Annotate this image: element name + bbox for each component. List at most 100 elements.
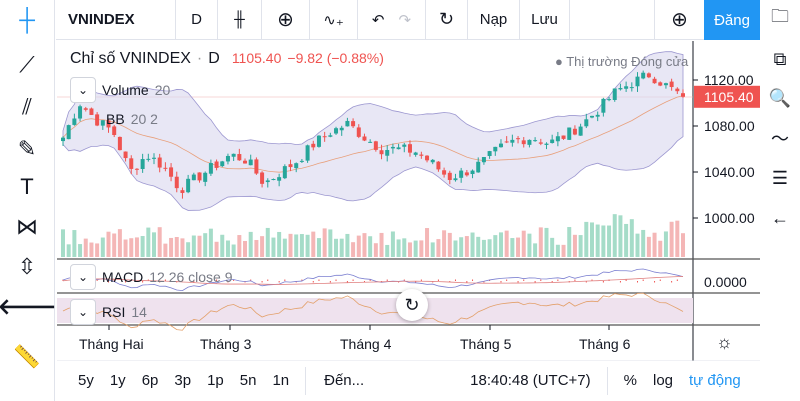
- candle-body: [493, 146, 498, 152]
- volume-bar: [578, 235, 583, 257]
- volume-bar: [624, 223, 629, 257]
- range-5y[interactable]: 5y: [78, 372, 94, 389]
- macd-indicator[interactable]: ⌄ MACD 12 26 close 9: [70, 264, 233, 290]
- candle-body: [561, 135, 566, 139]
- volume-indicator[interactable]: ⌄ Volume 20: [70, 77, 170, 103]
- crosshair-icon[interactable]: ┼: [19, 7, 35, 32]
- signup-button[interactable]: Đăng: [704, 0, 760, 40]
- macd-signal-line: [62, 276, 684, 285]
- candle-body: [328, 135, 333, 137]
- goto-date-button[interactable]: Đến...: [324, 372, 365, 389]
- candles-icon[interactable]: ╫: [218, 0, 262, 40]
- candle-body: [356, 127, 361, 137]
- candle-body: [419, 154, 424, 156]
- reset-chart-button[interactable]: ↻: [396, 289, 428, 321]
- candle-body: [470, 170, 475, 175]
- rsi-line: [62, 292, 684, 331]
- fib-icon[interactable]: ⫽: [22, 94, 32, 119]
- reset-icon[interactable]: ↻: [426, 0, 468, 40]
- candle-body: [146, 158, 151, 160]
- percent-toggle[interactable]: %: [623, 372, 637, 389]
- candle-body: [430, 159, 435, 163]
- volume-bar: [663, 231, 668, 257]
- list-icon[interactable]: ☰: [771, 167, 789, 188]
- clock[interactable]: 18:40:48 (UTC+7): [470, 372, 591, 389]
- candle-body: [152, 157, 157, 159]
- chevron-down-icon[interactable]: ⌄: [70, 77, 96, 103]
- range-1y[interactable]: 1y: [109, 372, 126, 389]
- settings-icon[interactable]: ☼: [716, 332, 733, 352]
- candle-body: [396, 147, 401, 150]
- volume-bar: [191, 235, 196, 257]
- volume-bar: [658, 240, 663, 257]
- volume-bar: [123, 239, 128, 257]
- volume-bar: [265, 227, 270, 257]
- candle-body: [589, 115, 594, 118]
- candle-body: [254, 159, 259, 174]
- volume-bar: [447, 232, 452, 257]
- auto-toggle[interactable]: tự động: [689, 372, 741, 389]
- redo-icon[interactable]: ↷: [398, 11, 412, 29]
- bb-indicator[interactable]: BB 20 2: [106, 111, 158, 127]
- rsi-indicator[interactable]: ⌄ RSI 14: [70, 299, 147, 325]
- candle-body: [117, 136, 122, 151]
- volume-bar: [390, 231, 395, 257]
- pattern-icon[interactable]: ⋈: [16, 214, 38, 239]
- candle-body: [316, 135, 321, 147]
- back-arrow-icon[interactable]: 🡐: [0, 294, 57, 319]
- candle-body: [339, 127, 344, 131]
- search-icon[interactable]: 🔍: [768, 87, 792, 108]
- brush-icon[interactable]: ✎: [17, 136, 37, 161]
- pulse-icon[interactable]: 〜: [771, 129, 789, 149]
- volume-bar: [106, 231, 111, 257]
- market-status-text: Thị trường Đóng cửa: [566, 54, 689, 69]
- candle-body: [521, 140, 526, 145]
- external-link-icon[interactable]: ⧉: [773, 48, 787, 69]
- log-toggle[interactable]: log: [652, 372, 674, 389]
- range-6p[interactable]: 6p: [141, 372, 159, 389]
- chevron-down-icon[interactable]: ⌄: [70, 299, 96, 325]
- ruler-icon[interactable]: 📏: [13, 344, 41, 369]
- symbol-button[interactable]: VNINDEX: [56, 0, 176, 40]
- candle-body: [601, 98, 606, 113]
- trendline-icon[interactable]: ⟋: [19, 52, 35, 77]
- text-icon[interactable]: T: [20, 174, 34, 199]
- volume-bar: [78, 244, 83, 257]
- range-3p[interactable]: 3p: [174, 372, 192, 389]
- candle-body: [191, 174, 196, 181]
- candle-body: [78, 106, 83, 119]
- volume-bar: [476, 236, 481, 257]
- measure-icon[interactable]: ⇳: [17, 254, 37, 279]
- add-icon[interactable]: ⊕: [654, 0, 704, 40]
- volume-params: 20: [154, 82, 171, 98]
- collapse-arrow-icon[interactable]: ←: [771, 207, 789, 228]
- volume-bar: [163, 243, 168, 257]
- volume-bar: [277, 231, 282, 257]
- volume-bar: [186, 242, 191, 257]
- legend-price: 1105.40: [231, 50, 282, 66]
- undo-icon[interactable]: ↶: [371, 11, 385, 29]
- volume-bar: [208, 228, 213, 257]
- chevron-down-icon[interactable]: ⌄: [70, 264, 96, 290]
- range-5n[interactable]: 5n: [239, 372, 257, 389]
- candle-body: [681, 93, 685, 97]
- price-tick-label: 1000.00: [704, 210, 755, 226]
- candle-body: [624, 86, 629, 89]
- volume-bar: [589, 222, 594, 257]
- candle-body: [140, 159, 145, 170]
- add-indicator-icon[interactable]: ⊕: [262, 0, 310, 40]
- chart-canvas[interactable]: 1120.00 1080.00 1040.00 1000.00 1105.40 0.000…: [57, 41, 760, 361]
- folder-icon[interactable]: 🗀: [771, 6, 789, 26]
- save-button[interactable]: Lưu: [520, 0, 570, 40]
- compare-icon[interactable]: ∿₊: [310, 0, 358, 40]
- volume-bar: [459, 237, 464, 257]
- candle-body: [243, 160, 248, 164]
- volume-bar: [89, 242, 94, 257]
- interval-button[interactable]: D: [176, 0, 218, 40]
- volume-bar: [527, 233, 532, 257]
- undo-redo: ↶ ↷: [358, 0, 426, 40]
- range-1p[interactable]: 1p: [207, 372, 224, 389]
- load-button[interactable]: Nạp: [468, 0, 520, 40]
- range-1n[interactable]: 1n: [272, 372, 290, 389]
- candle-body: [669, 81, 674, 88]
